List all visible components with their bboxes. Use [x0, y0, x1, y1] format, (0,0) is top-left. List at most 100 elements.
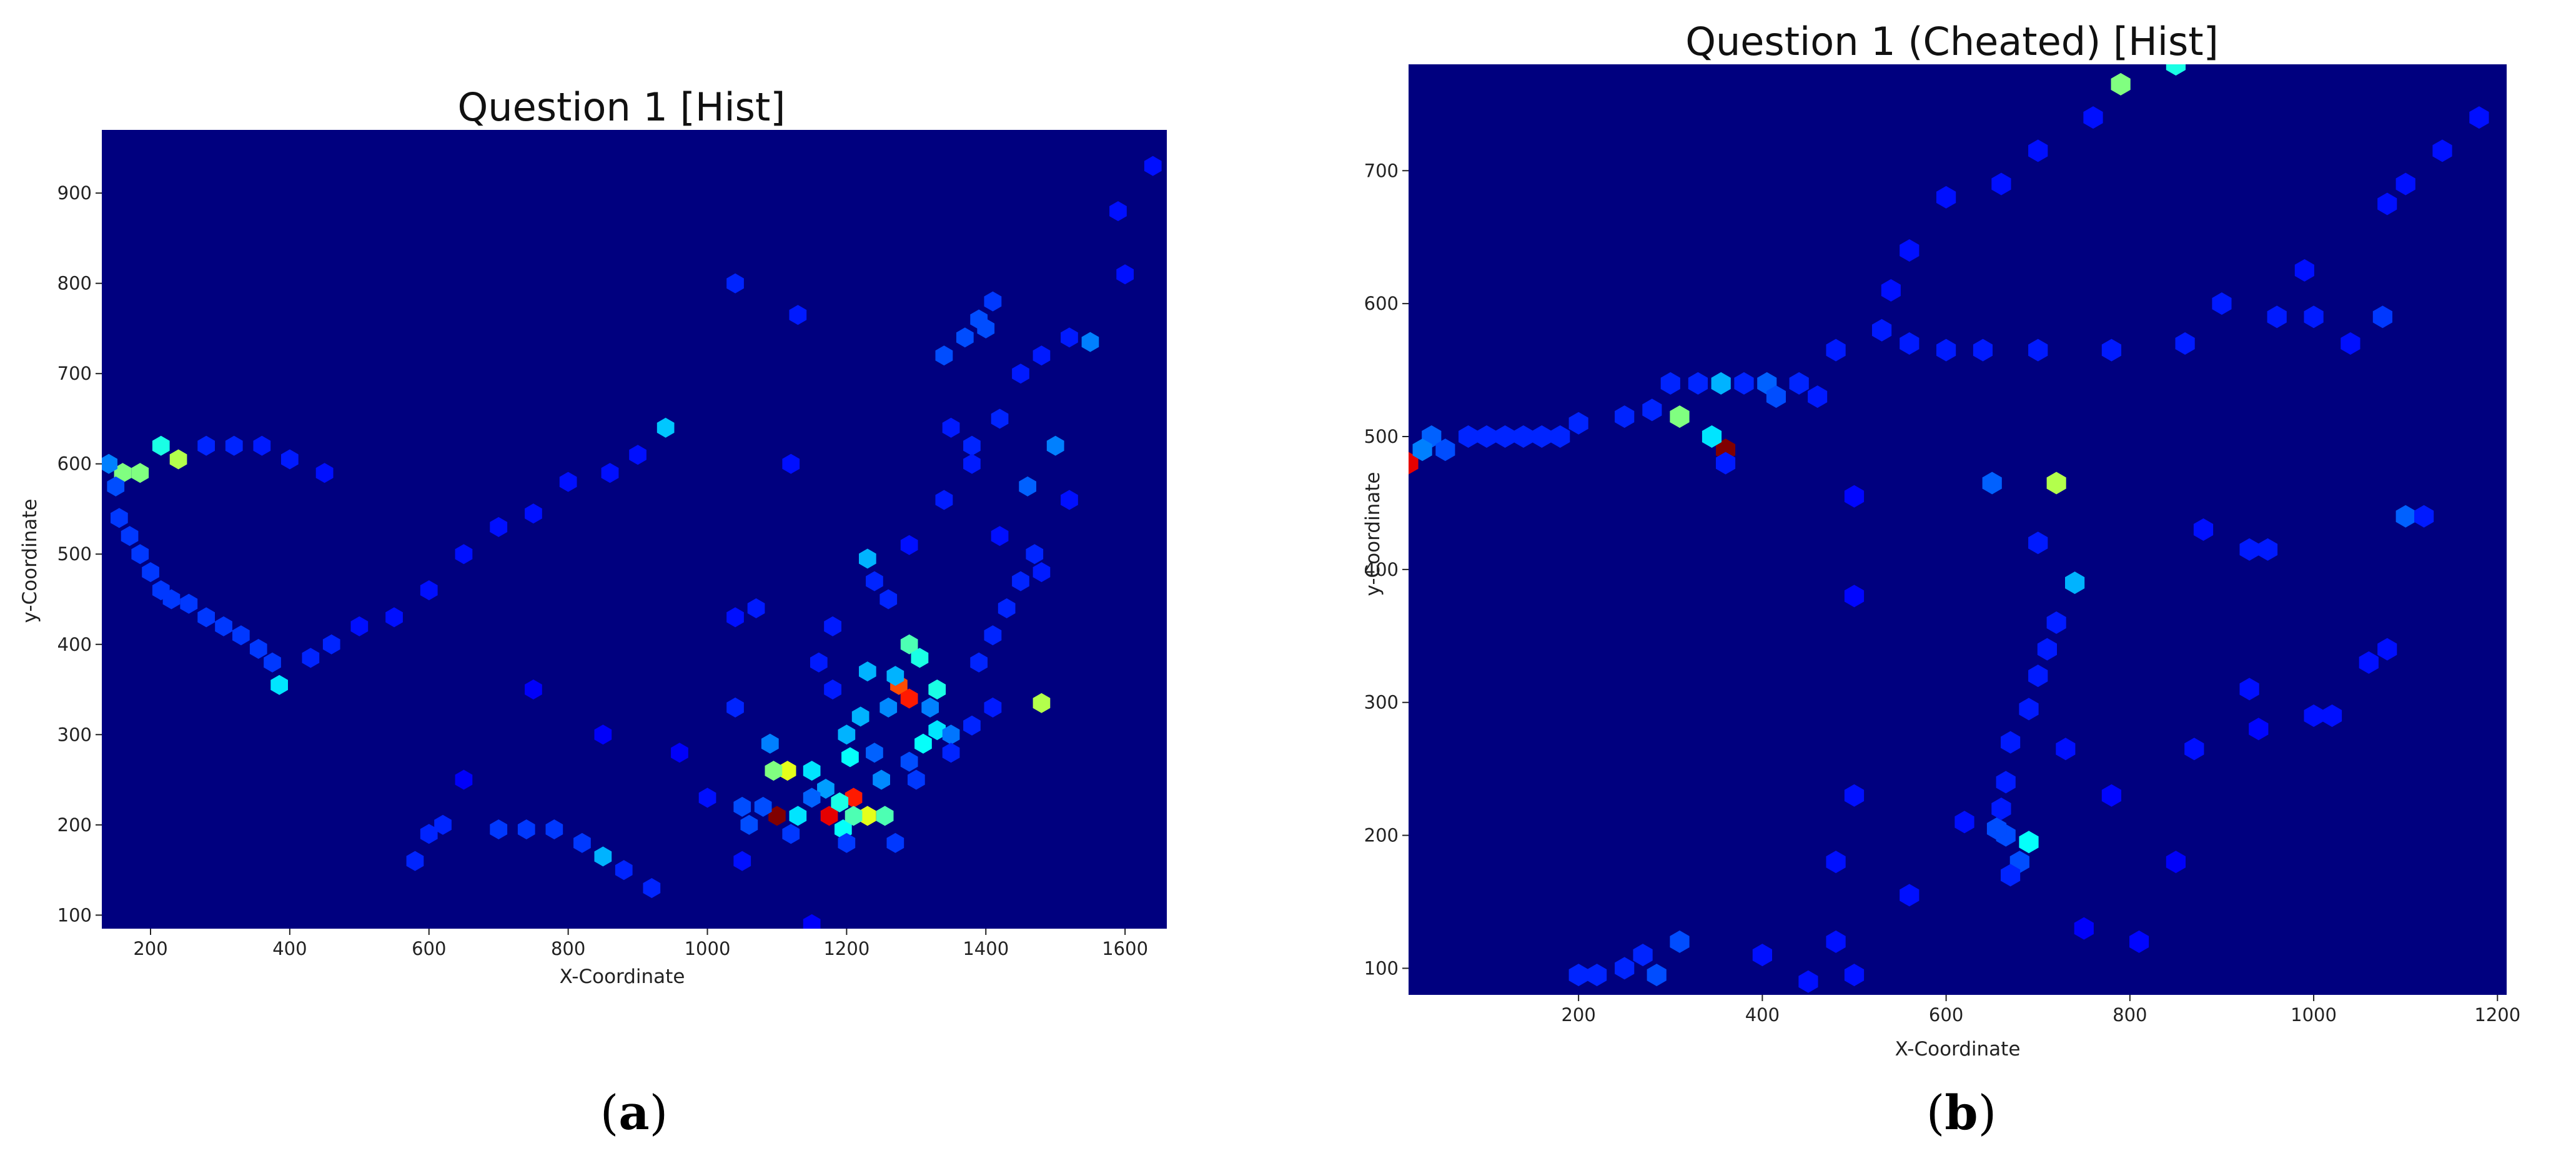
chart-b-hexbin	[2304, 704, 2324, 727]
chart-b-hexbin	[1409, 452, 1419, 475]
chart-a-hexbin	[490, 819, 508, 839]
chart-a-hexbin	[1081, 332, 1099, 352]
chart-a-hexbin	[264, 652, 281, 673]
chart-b-hexbin	[2037, 638, 2057, 661]
chart-a-hexbin	[142, 562, 159, 583]
chart-b-hexbin	[1900, 239, 1920, 262]
chart-a-hexbin	[232, 625, 250, 646]
chart-a-hexbin	[984, 625, 1002, 646]
chart-b-hexbin	[1798, 970, 1818, 993]
chart-a-hexbin	[270, 674, 288, 695]
chart-b-hexbin	[2322, 704, 2342, 727]
chart-a-hexbin	[803, 914, 821, 929]
chart-a-hexbin	[859, 661, 876, 682]
chart-b-hexbin	[1844, 585, 1865, 608]
chart-a-hexbin	[1012, 571, 1029, 591]
chart-b-hexbin	[1734, 372, 1754, 395]
chart-b-hexbin	[1752, 944, 1772, 967]
chart-a-hexbin	[879, 589, 898, 610]
chart-b-hexbin	[2074, 917, 2094, 940]
chart-a-x-tick-label: 200	[133, 938, 167, 959]
chart-a-hexbin	[643, 878, 661, 898]
chart-b-hexbin	[1716, 452, 1736, 475]
chart-b-hexbin	[1711, 372, 1731, 395]
chart-b-hexbin	[1826, 851, 1846, 874]
chart-a-hexbin	[671, 743, 688, 763]
chart-a-hexbin	[169, 449, 187, 470]
chart-a-hexbin	[406, 851, 424, 871]
chart-a-hexbin	[455, 544, 473, 565]
chart-a-hexbin	[1012, 363, 1029, 384]
chart-a-hexbin	[747, 598, 765, 618]
chart-a-hexbin	[914, 733, 932, 754]
chart-a-hexbin	[420, 824, 438, 844]
chart-b-hexbin	[1615, 957, 1635, 980]
chart-a-hexbin	[1116, 264, 1134, 285]
chart-a-hexbin	[782, 824, 800, 844]
chart-a-hexbin	[841, 747, 859, 768]
chart-b-x-tick-label: 400	[1745, 1004, 1780, 1025]
chart-b-hexbin	[1702, 425, 1722, 448]
chart-a-hexbin	[525, 679, 542, 699]
chart-a-hexbin	[970, 652, 988, 673]
chart-a-hexbin	[789, 305, 807, 325]
chart-a-hexbin	[559, 472, 577, 492]
chart-a-hexbin	[831, 792, 849, 813]
chart-a-hexbin	[859, 548, 876, 569]
chart-a-hexbin	[726, 607, 744, 628]
chart-a-y-tick-label: 200	[57, 814, 92, 836]
chart-a-y-tick-label: 600	[57, 453, 92, 475]
chart-b-hexbins	[1409, 64, 2489, 993]
chart-a-x-tick-label: 1400	[963, 938, 1009, 959]
chart-a-hexbin	[956, 327, 974, 348]
chart-a-hexbin	[350, 616, 369, 636]
chart-a-hexbin	[859, 806, 876, 826]
chart-a-hexbin	[1033, 345, 1051, 366]
chart-a-hexbin	[963, 453, 981, 474]
chart-a-hexbin	[900, 535, 918, 555]
chart-b-hexbin	[1900, 332, 1920, 355]
chart-b-hexbin	[1459, 425, 1479, 448]
chart-a-hexbin	[984, 697, 1002, 718]
chart-a-hexbin	[768, 806, 786, 826]
chart-b-hexbin	[1844, 485, 1865, 508]
chart-b-hexbin	[1615, 405, 1635, 428]
chart-b-hexbin	[2193, 518, 2214, 541]
chart-a-hexbin	[908, 769, 925, 790]
chart-a-hexbin	[851, 706, 869, 727]
chart-a-hexbin	[249, 639, 267, 659]
chart-b-hexbin	[2294, 259, 2314, 282]
chart-b-x-tick-label: 1000	[2291, 1004, 2337, 1025]
chart-b-x-axis-label: X-Coordinate	[1895, 1038, 2021, 1060]
chart-a-hexbin	[845, 806, 863, 826]
chart-b-hexbin	[2469, 106, 2489, 129]
chart-a-y-tick-label: 700	[57, 363, 92, 384]
chart-a-hexbin	[733, 796, 751, 817]
chart-a-hexbin	[656, 417, 675, 438]
chart-b-hexbin	[2019, 831, 2039, 854]
chart-a-hexbin	[385, 607, 403, 628]
panel-a: Question 1 [Hist] 200 400 600 800 1000 1200 14…	[19, 84, 1167, 1140]
chart-a-hexbin	[322, 634, 340, 655]
chart-b-hexbin	[1660, 372, 1680, 395]
chart-a-hexbin	[1019, 476, 1036, 497]
chart-a-hexbin	[782, 453, 800, 474]
chart-a-hexbin	[1144, 156, 1162, 176]
chart-b-hexbin	[1670, 930, 1690, 953]
chart-a-x-tick-label: 800	[551, 938, 585, 959]
chart-a-hexbin	[594, 724, 612, 745]
chart-a-x-tick-label: 1200	[823, 938, 869, 959]
chart-a-hexbin	[162, 589, 181, 610]
chart-b-x-tick-label: 1200	[2474, 1004, 2520, 1025]
chart-b-x-tick-label: 600	[1929, 1004, 1963, 1025]
chart-a-hexbin	[824, 616, 841, 636]
chart-b-hexbin	[1670, 405, 1690, 428]
chart-b-hexbin	[1808, 385, 1828, 408]
chart-b-hexbin	[2432, 139, 2452, 162]
chart-a-hexbin	[1033, 693, 1051, 713]
chart-a-hexbin	[152, 435, 170, 456]
chart-b-hexbin	[2372, 305, 2392, 329]
chart-a-y-tick-label: 900	[57, 182, 92, 204]
chart-b-hexbin	[2065, 571, 2085, 595]
